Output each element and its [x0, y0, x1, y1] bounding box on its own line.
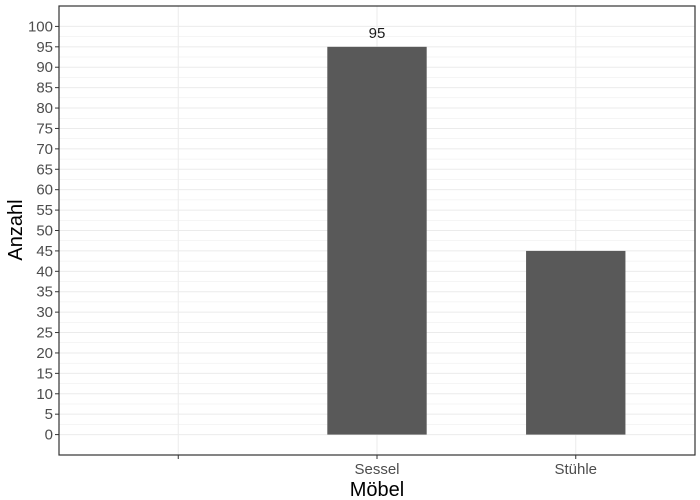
- data-labels: 95: [369, 25, 386, 42]
- y-tick-label: 45: [36, 243, 53, 260]
- y-tick-label: 30: [36, 304, 53, 321]
- x-tick-label: Stühle: [554, 461, 597, 478]
- y-tick-label: 85: [36, 80, 53, 97]
- y-tick-label: 0: [45, 427, 53, 444]
- bars: [327, 46, 626, 435]
- y-tick-label: 50: [36, 223, 53, 240]
- x-axis-title: Möbel: [350, 479, 404, 500]
- bar: [327, 46, 427, 435]
- y-tick-label: 70: [36, 141, 53, 158]
- y-tick-label: 10: [36, 386, 53, 403]
- bar: [526, 250, 626, 435]
- y-tick-label: 15: [36, 365, 53, 382]
- y-tick-label: 40: [36, 263, 53, 280]
- y-tick-label: 80: [36, 100, 53, 117]
- y-tick-label: 90: [36, 59, 53, 76]
- x-axis: Sessel Stühle: [177, 455, 597, 478]
- y-tick-label: 60: [36, 182, 53, 199]
- y-tick-label: 25: [36, 325, 53, 342]
- y-tick-label: 5: [45, 406, 53, 423]
- y-tick-label: 55: [36, 202, 53, 219]
- x-tick-label: Sessel: [354, 461, 399, 478]
- y-tick-label: 35: [36, 284, 53, 301]
- y-tick-label: 95: [36, 39, 53, 56]
- y-tick-label: 75: [36, 120, 53, 137]
- y-tick-label: 100: [28, 18, 53, 35]
- bar-value-label: 95: [369, 25, 386, 42]
- y-axis-title: Anzahl: [5, 199, 27, 260]
- y-axis: 0 5 10 15 20 25 30 35 40 45 50 55 60 65 70 75 80 85 90 95 10…: [28, 18, 59, 444]
- y-tick-label: 65: [36, 161, 53, 178]
- y-tick-label: 20: [36, 345, 53, 362]
